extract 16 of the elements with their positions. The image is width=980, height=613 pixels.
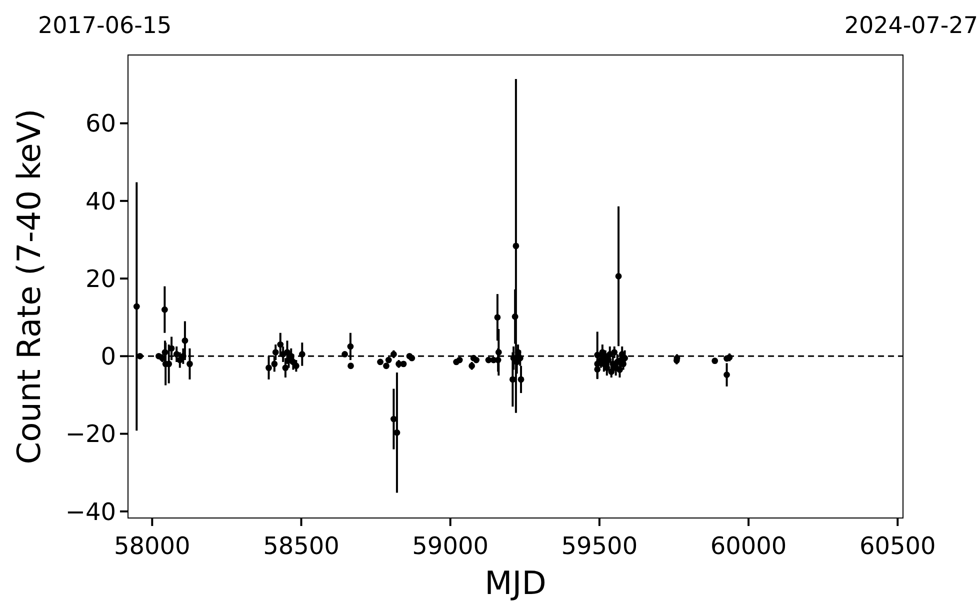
y-tick-label: −40 (65, 498, 116, 526)
y-tick-label: 40 (85, 187, 116, 216)
y-tick-label: 0 (100, 342, 116, 371)
y-tick-label: −20 (65, 420, 116, 448)
x-tick-label: 58000 (114, 532, 190, 560)
text: 2024-07-27 (844, 13, 978, 39)
text: 2017-06-15 (38, 13, 172, 39)
y-tick-label: 60 (85, 110, 116, 138)
x-tick-label: 60500 (859, 532, 936, 560)
x-axis-title: MJD (484, 564, 546, 602)
x-tick-label: 60000 (710, 532, 787, 560)
x-tick-label: 58500 (263, 532, 340, 560)
y-axis-title: Count Rate (7-40 keV) (10, 108, 48, 464)
x-tick-label: 59500 (561, 532, 638, 560)
x-tick-label: 59000 (412, 532, 489, 560)
y-tick-label: 20 (85, 264, 116, 293)
